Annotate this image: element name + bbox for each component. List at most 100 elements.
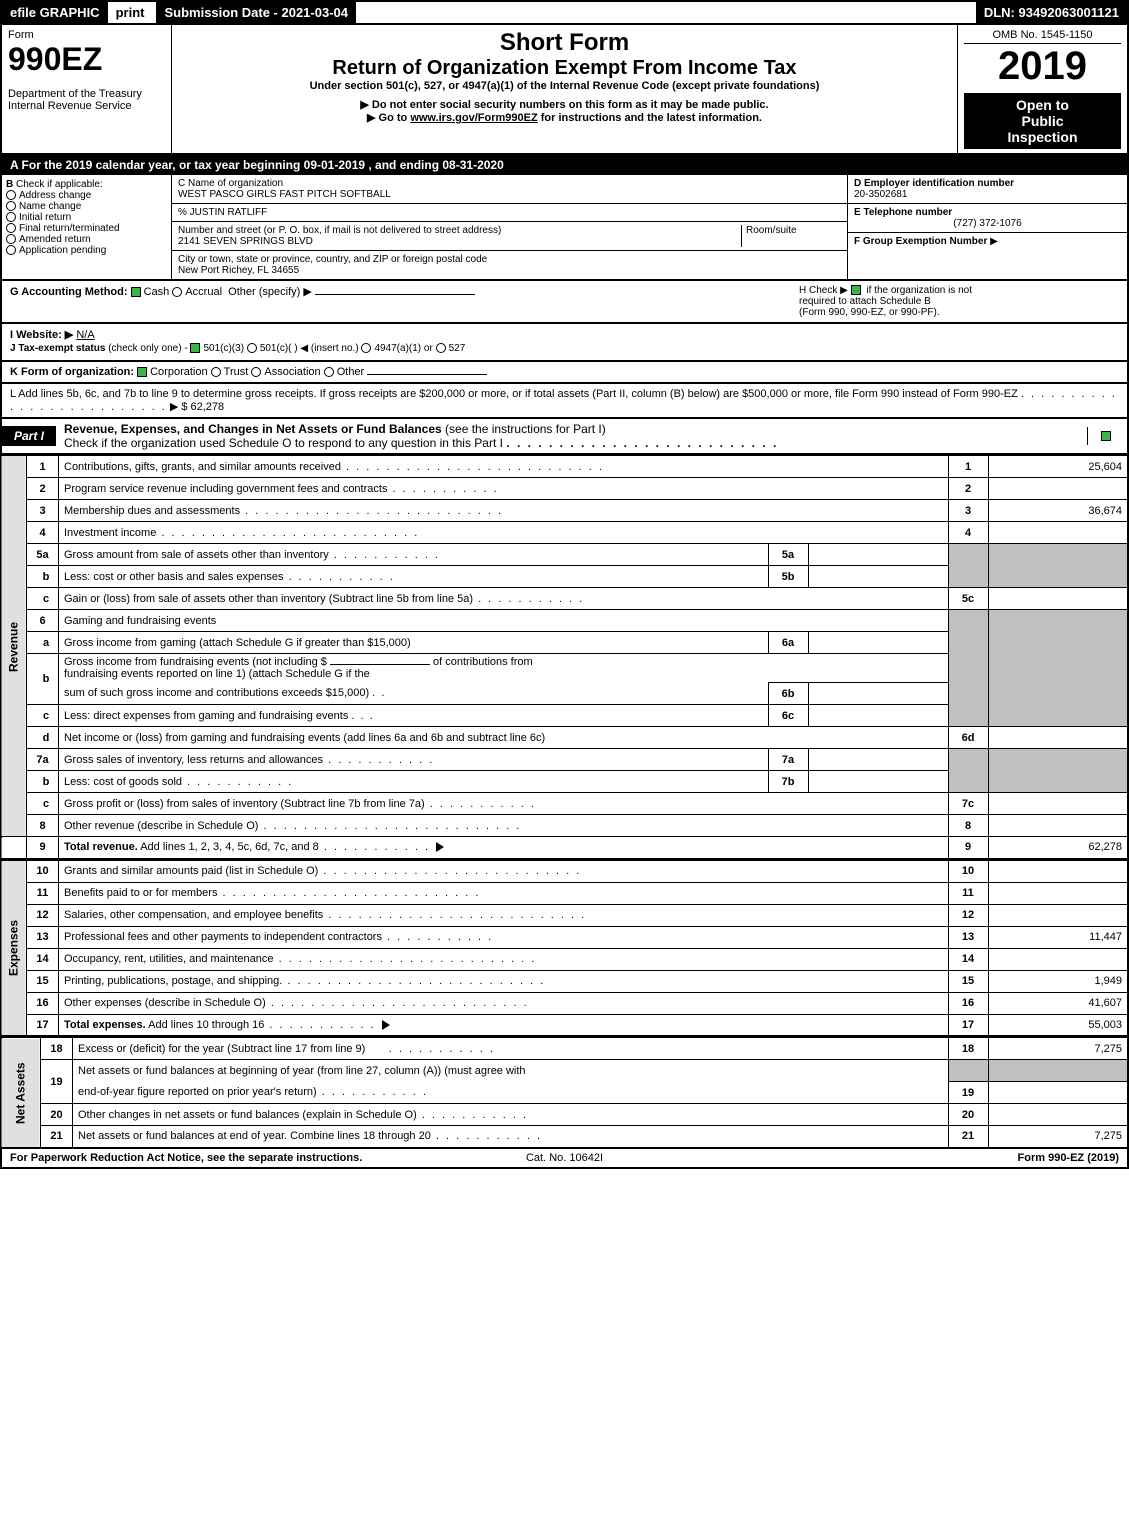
section-gh: G Accounting Method: Cash Accrual Other …	[0, 281, 1129, 324]
line15-value: 1,949	[988, 970, 1128, 992]
line5b-desc: Less: cost or other basis and sales expe…	[64, 571, 395, 583]
line6c-subno: 6c	[768, 705, 808, 727]
address-change-radio[interactable]	[6, 190, 16, 200]
line7c-desc: Gross profit or (loss) from sales of inv…	[64, 798, 536, 810]
line-number: b	[27, 654, 59, 705]
section-ijkl: I Website: ▶ N/A J Tax-exempt status (ch…	[0, 324, 1129, 362]
line4-value	[988, 522, 1128, 544]
amended-return-radio[interactable]	[6, 234, 16, 244]
line-number: 8	[27, 815, 59, 837]
line6b-amount-input[interactable]	[330, 664, 430, 665]
line-number: 3	[27, 500, 59, 522]
line6-shaded-val	[988, 610, 1128, 727]
k-trust-radio[interactable]	[211, 367, 221, 377]
other-specify-input[interactable]	[315, 294, 475, 295]
line6a-desc: Gross income from gaming (attach Schedul…	[59, 632, 769, 654]
website-value: N/A	[76, 329, 94, 341]
form-ref-bold: 990-EZ	[1048, 1152, 1084, 1164]
open-to-line: Open to	[968, 97, 1117, 113]
h-checkbox[interactable]	[851, 285, 861, 295]
line2-desc: Program service revenue including govern…	[64, 483, 499, 495]
arrow-icon	[382, 1020, 390, 1030]
line2-value	[988, 478, 1128, 500]
part1-header: Part I Revenue, Expenses, and Changes in…	[0, 419, 1129, 455]
j-4947-radio[interactable]	[361, 343, 371, 353]
line10-value	[988, 860, 1128, 882]
header-left: Form 990EZ Department of the Treasury In…	[2, 25, 172, 153]
form-reference: Form 990-EZ (2019)	[749, 1152, 1119, 1164]
h-check-text4: (Form 990, 990-EZ, or 990-PF).	[799, 307, 940, 318]
city-label: City or town, state or province, country…	[178, 254, 841, 265]
line5a-desc: Gross amount from sale of assets other t…	[64, 549, 440, 561]
cash-checkbox[interactable]	[131, 287, 141, 297]
line-number: 16	[27, 992, 59, 1014]
line17-bold: Total expenses.	[64, 1019, 146, 1031]
k-corp-checkbox[interactable]	[137, 367, 147, 377]
check-if-applicable: Check if applicable:	[16, 179, 103, 190]
goto-link[interactable]: www.irs.gov/Form990EZ	[410, 112, 537, 124]
arrow-icon	[436, 842, 444, 852]
line10-no: 10	[948, 860, 988, 882]
amended-return-label: Amended return	[19, 234, 91, 245]
line7a-desc: Gross sales of inventory, less returns a…	[64, 754, 434, 766]
revenue-table: Revenue 1 Contributions, gifts, grants, …	[0, 455, 1129, 860]
line-number: 12	[27, 904, 59, 926]
print-button[interactable]: print	[108, 2, 153, 23]
j-501c-label: 501(c)( )	[260, 343, 298, 354]
j-501c3-checkbox[interactable]	[190, 343, 200, 353]
line6b-text4: sum of such gross income and contributio…	[64, 687, 369, 699]
line21-no: 21	[948, 1126, 988, 1148]
line19-shaded	[948, 1060, 988, 1082]
j-501c3-label: 501(c)(3)	[203, 343, 244, 354]
line8-desc: Other revenue (describe in Schedule O)	[64, 820, 521, 832]
application-pending-radio[interactable]	[6, 245, 16, 255]
line6b-text3: fundraising events reported on line 1) (…	[64, 668, 370, 680]
final-return-radio[interactable]	[6, 223, 16, 233]
line18-dots	[384, 1043, 495, 1055]
net-assets-table: Net Assets 18 Excess or (deficit) for th…	[0, 1037, 1129, 1149]
street-address-label: Number and street (or P. O. box, if mail…	[178, 225, 741, 236]
part1-schedule-o-checkbox[interactable]	[1101, 431, 1111, 441]
k-assoc-radio[interactable]	[251, 367, 261, 377]
line3-value: 36,674	[988, 500, 1128, 522]
line-number: 19	[41, 1060, 73, 1104]
accounting-method-label: G Accounting Method:	[10, 286, 128, 298]
public-line: Public	[968, 113, 1117, 129]
address-change-label: Address change	[19, 190, 91, 201]
j-527-radio[interactable]	[436, 343, 446, 353]
section-l-row: L Add lines 5b, 6c, and 7b to line 9 to …	[0, 384, 1129, 419]
line-number: 2	[27, 478, 59, 500]
line9-no: 9	[948, 837, 988, 859]
line19-shaded-val	[988, 1060, 1128, 1082]
line1-value: 25,604	[988, 456, 1128, 478]
dept-treasury: Department of the Treasury	[8, 88, 165, 100]
part1-title: Revenue, Expenses, and Changes in Net As…	[56, 419, 1087, 453]
line6b-subno: 6b	[768, 683, 808, 705]
form-header: Form 990EZ Department of the Treasury In…	[0, 23, 1129, 155]
k-other-input[interactable]	[367, 374, 487, 375]
line5c-no: 5c	[948, 588, 988, 610]
line5b-subno: 5b	[768, 566, 808, 588]
name-change-radio[interactable]	[6, 201, 16, 211]
accrual-label: Accrual	[185, 286, 222, 298]
line20-desc: Other changes in net assets or fund bala…	[78, 1109, 528, 1121]
section-k-row: K Form of organization: Corporation Trus…	[0, 362, 1129, 384]
title-return-exempt: Return of Organization Exempt From Incom…	[178, 57, 951, 80]
k-other-radio[interactable]	[324, 367, 334, 377]
section-def: D Employer identification number 20-3502…	[847, 175, 1127, 279]
final-return-label: Final return/terminated	[19, 223, 120, 234]
line-number: 1	[27, 456, 59, 478]
line17-value: 55,003	[988, 1014, 1128, 1036]
form-word: Form	[8, 29, 165, 41]
initial-return-radio[interactable]	[6, 212, 16, 222]
line11-value	[988, 882, 1128, 904]
line13-no: 13	[948, 926, 988, 948]
line6a-subno: 6a	[768, 632, 808, 654]
efile-graphic-button[interactable]: efile GRAPHIC	[2, 2, 108, 23]
accrual-radio[interactable]	[172, 287, 182, 297]
j-501c-radio[interactable]	[247, 343, 257, 353]
tax-period-line: A For the 2019 calendar year, or tax yea…	[0, 155, 1129, 175]
form-of-org-label: K Form of organization:	[10, 366, 134, 378]
line-number: c	[27, 588, 59, 610]
line12-desc: Salaries, other compensation, and employ…	[64, 909, 586, 921]
